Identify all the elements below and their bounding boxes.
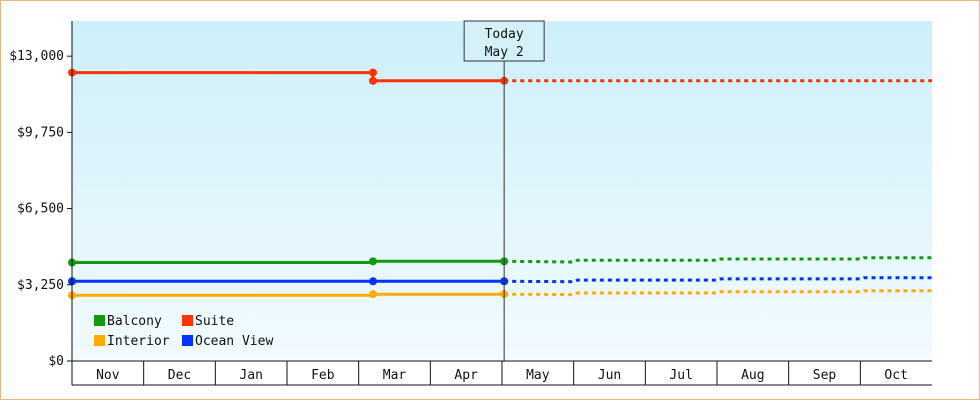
legend-label-balcony: Balcony — [107, 314, 162, 329]
month-label-jun: Jun — [598, 368, 621, 383]
y-tick-label: $6,500 — [17, 202, 64, 217]
series-ocean-view-point[interactable] — [369, 277, 377, 286]
legend-label-ocean-view: Ocean View — [195, 334, 273, 349]
month-label-sep: Sep — [813, 368, 837, 383]
series-suite-point[interactable] — [369, 76, 377, 85]
y-tick-label: $13,000 — [9, 49, 64, 64]
legend-swatch-ocean-view — [182, 335, 193, 346]
series-balcony-line — [72, 259, 505, 264]
y-tick-label: $0 — [48, 354, 64, 369]
month-label-may: May — [526, 368, 550, 383]
series-interior-point[interactable] — [369, 290, 377, 299]
month-label-oct: Oct — [884, 368, 907, 383]
month-label-mar: Mar — [383, 368, 407, 383]
legend-swatch-suite — [182, 315, 193, 326]
series-balcony-point[interactable] — [369, 257, 377, 266]
month-label-jan: Jan — [239, 368, 262, 383]
today-marker-box — [463, 20, 545, 62]
today-date-label: May 2 — [485, 45, 524, 60]
month-label-dec: Dec — [168, 368, 191, 383]
legend-swatch-balcony — [94, 315, 105, 326]
y-tick-label: $3,250 — [17, 278, 64, 293]
series-suite-point[interactable] — [369, 68, 377, 77]
series-suite-line — [72, 71, 505, 83]
legend-label-interior: Interior — [107, 334, 170, 349]
y-tick-label: $9,750 — [17, 125, 64, 140]
series-interior-line — [72, 292, 505, 297]
legend-swatch-interior — [94, 335, 105, 346]
month-label-apr: Apr — [454, 368, 478, 383]
month-label-feb: Feb — [311, 368, 335, 383]
month-label-nov: Nov — [96, 368, 120, 383]
month-label-aug: Aug — [741, 368, 764, 383]
today-label: Today — [485, 27, 524, 42]
legend-label-suite: Suite — [195, 314, 234, 329]
month-label-jul: Jul — [669, 368, 692, 383]
